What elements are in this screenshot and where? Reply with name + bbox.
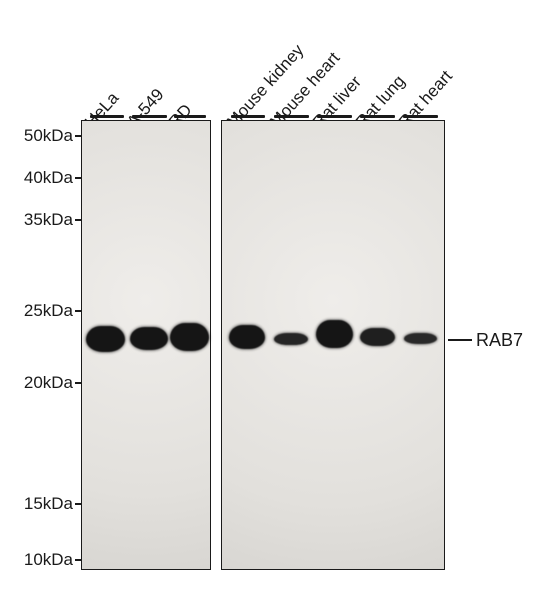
mw-tick (75, 177, 81, 179)
mw-25: 25kDa (11, 301, 73, 321)
lane-tick (274, 115, 309, 118)
mw-tick (75, 503, 81, 505)
lane-tick (360, 115, 395, 118)
band-mouse-kidney (229, 325, 265, 349)
mw-50: 50kDa (11, 126, 73, 146)
lane-tick (132, 115, 167, 118)
mw-15: 15kDa (11, 494, 73, 514)
mw-tick (75, 310, 81, 312)
lane-tick (403, 115, 438, 118)
lane-tick (174, 115, 206, 118)
band-rat-heart (404, 333, 437, 344)
band-a549 (130, 327, 168, 350)
panel-gap (211, 120, 221, 570)
mw-40: 40kDa (11, 168, 73, 188)
band-hela (86, 326, 125, 352)
mw-tick (75, 135, 81, 137)
band-rat-liver (316, 320, 353, 348)
mw-20: 20kDa (11, 373, 73, 393)
target-label: RAB7 (476, 330, 523, 351)
band-mouse-heart (274, 333, 308, 345)
mw-tick (75, 219, 81, 221)
target-tick (448, 339, 472, 341)
band-rat-lung (360, 328, 395, 346)
lane-tick (231, 115, 265, 118)
mw-10: 10kDa (11, 550, 73, 570)
mw-35: 35kDa (11, 210, 73, 230)
band-rd (170, 323, 209, 351)
lane-tick (90, 115, 124, 118)
mw-tick (75, 382, 81, 384)
lane-tick (317, 115, 352, 118)
western-blot-figure: HeLa A-549 RD Mouse kidney Mouse heart R… (0, 0, 538, 590)
mw-tick (75, 559, 81, 561)
